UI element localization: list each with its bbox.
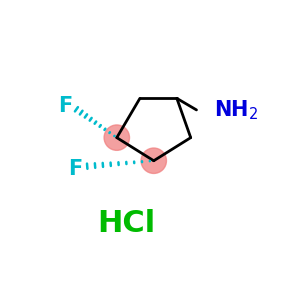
Text: NH$_2$: NH$_2$ xyxy=(214,98,258,122)
Text: HCl: HCl xyxy=(97,208,155,238)
Text: F: F xyxy=(58,97,72,116)
Circle shape xyxy=(141,148,167,173)
Text: F: F xyxy=(68,159,83,179)
Circle shape xyxy=(104,125,130,150)
